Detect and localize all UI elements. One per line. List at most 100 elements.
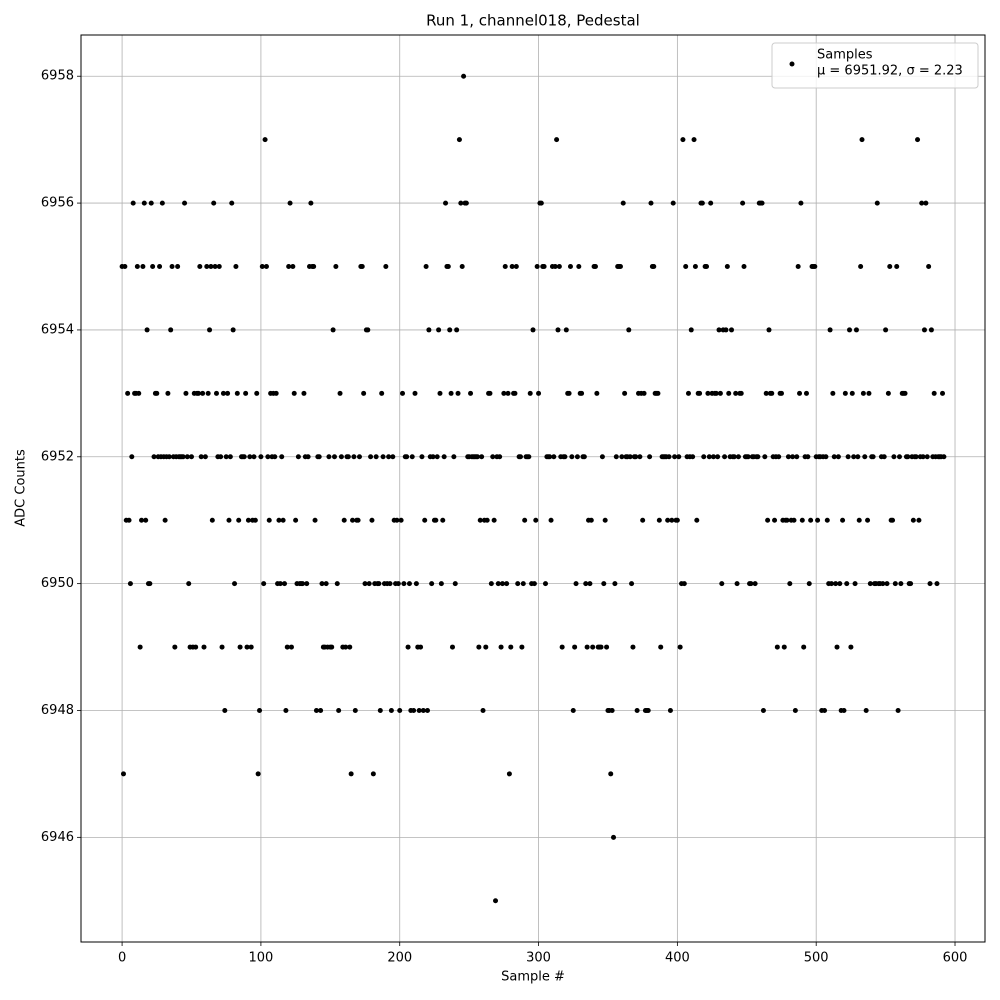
- data-point: [286, 264, 292, 270]
- data-point: [676, 454, 682, 460]
- data-point: [165, 390, 171, 396]
- data-point: [851, 454, 857, 460]
- data-point: [252, 517, 258, 523]
- data-point: [509, 264, 515, 270]
- data-point: [581, 454, 587, 460]
- data-point: [409, 454, 415, 460]
- data-point: [172, 644, 178, 650]
- data-point: [735, 454, 741, 460]
- data-point: [690, 454, 696, 460]
- data-point: [530, 327, 536, 333]
- legend-note: μ = 6951.92, σ = 2.23: [817, 64, 963, 79]
- data-point: [323, 581, 329, 587]
- data-point: [602, 517, 608, 523]
- data-point: [151, 454, 157, 460]
- data-point: [336, 707, 342, 713]
- data-point: [459, 264, 465, 270]
- data-point: [241, 454, 247, 460]
- data-point: [388, 707, 394, 713]
- data-point: [416, 707, 422, 713]
- data-point: [184, 454, 190, 460]
- data-point: [705, 390, 711, 396]
- data-point: [300, 581, 306, 587]
- data-point: [855, 454, 861, 460]
- data-point: [229, 200, 235, 206]
- data-point: [257, 707, 263, 713]
- data-point: [902, 390, 908, 396]
- data-point: [422, 517, 428, 523]
- data-point: [776, 454, 782, 460]
- data-point: [480, 707, 486, 713]
- data-point: [891, 454, 897, 460]
- data-point: [710, 454, 716, 460]
- data-point: [225, 390, 231, 396]
- data-point: [365, 327, 371, 333]
- data-point: [853, 327, 859, 333]
- data-point: [420, 707, 426, 713]
- legend-box: [771, 42, 979, 89]
- data-point: [334, 581, 340, 587]
- data-point: [527, 390, 533, 396]
- y-axis-label: ADC Counts: [14, 449, 29, 527]
- data-point: [733, 390, 739, 396]
- data-point: [619, 454, 625, 460]
- data-point: [368, 454, 374, 460]
- data-point: [277, 581, 283, 587]
- data-point: [505, 390, 511, 396]
- data-point: [552, 264, 558, 270]
- data-point: [885, 390, 891, 396]
- data-point: [308, 200, 314, 206]
- data-point: [291, 390, 297, 396]
- data-point: [583, 581, 589, 587]
- data-point: [919, 200, 925, 206]
- data-point: [373, 454, 379, 460]
- data-point: [592, 264, 598, 270]
- data-point: [601, 581, 607, 587]
- data-point: [609, 707, 615, 713]
- data-point: [258, 454, 264, 460]
- data-point: [288, 644, 294, 650]
- data-point: [637, 454, 643, 460]
- data-point: [867, 581, 873, 587]
- data-point: [209, 517, 215, 523]
- data-point: [468, 390, 474, 396]
- data-point: [501, 390, 507, 396]
- data-point: [766, 327, 772, 333]
- data-point: [658, 644, 664, 650]
- data-point: [680, 137, 686, 143]
- data-point: [326, 454, 332, 460]
- data-point: [437, 390, 443, 396]
- data-point: [526, 454, 532, 460]
- data-point: [841, 707, 847, 713]
- data-point: [677, 644, 683, 650]
- data-point: [792, 707, 798, 713]
- data-point: [201, 644, 207, 650]
- data-point: [576, 264, 582, 270]
- x-tick-label: 100: [248, 951, 273, 966]
- data-point: [452, 581, 458, 587]
- data-point: [924, 454, 930, 460]
- legend-marker: [789, 61, 795, 67]
- data-point: [915, 137, 921, 143]
- data-point: [556, 264, 562, 270]
- data-point: [362, 581, 368, 587]
- data-point: [418, 644, 424, 650]
- data-point: [220, 390, 226, 396]
- data-point: [265, 454, 271, 460]
- data-point: [255, 771, 261, 777]
- data-point: [898, 581, 904, 587]
- data-point: [499, 581, 505, 587]
- data-point: [412, 390, 418, 396]
- data-point: [634, 707, 640, 713]
- data-point: [587, 581, 593, 587]
- data-point: [640, 517, 646, 523]
- data-point: [226, 517, 232, 523]
- data-point: [724, 264, 730, 270]
- data-point: [189, 454, 195, 460]
- data-point: [400, 390, 406, 396]
- data-point: [195, 390, 201, 396]
- data-point: [856, 517, 862, 523]
- data-point: [451, 454, 457, 460]
- data-point: [831, 454, 837, 460]
- data-point: [126, 517, 132, 523]
